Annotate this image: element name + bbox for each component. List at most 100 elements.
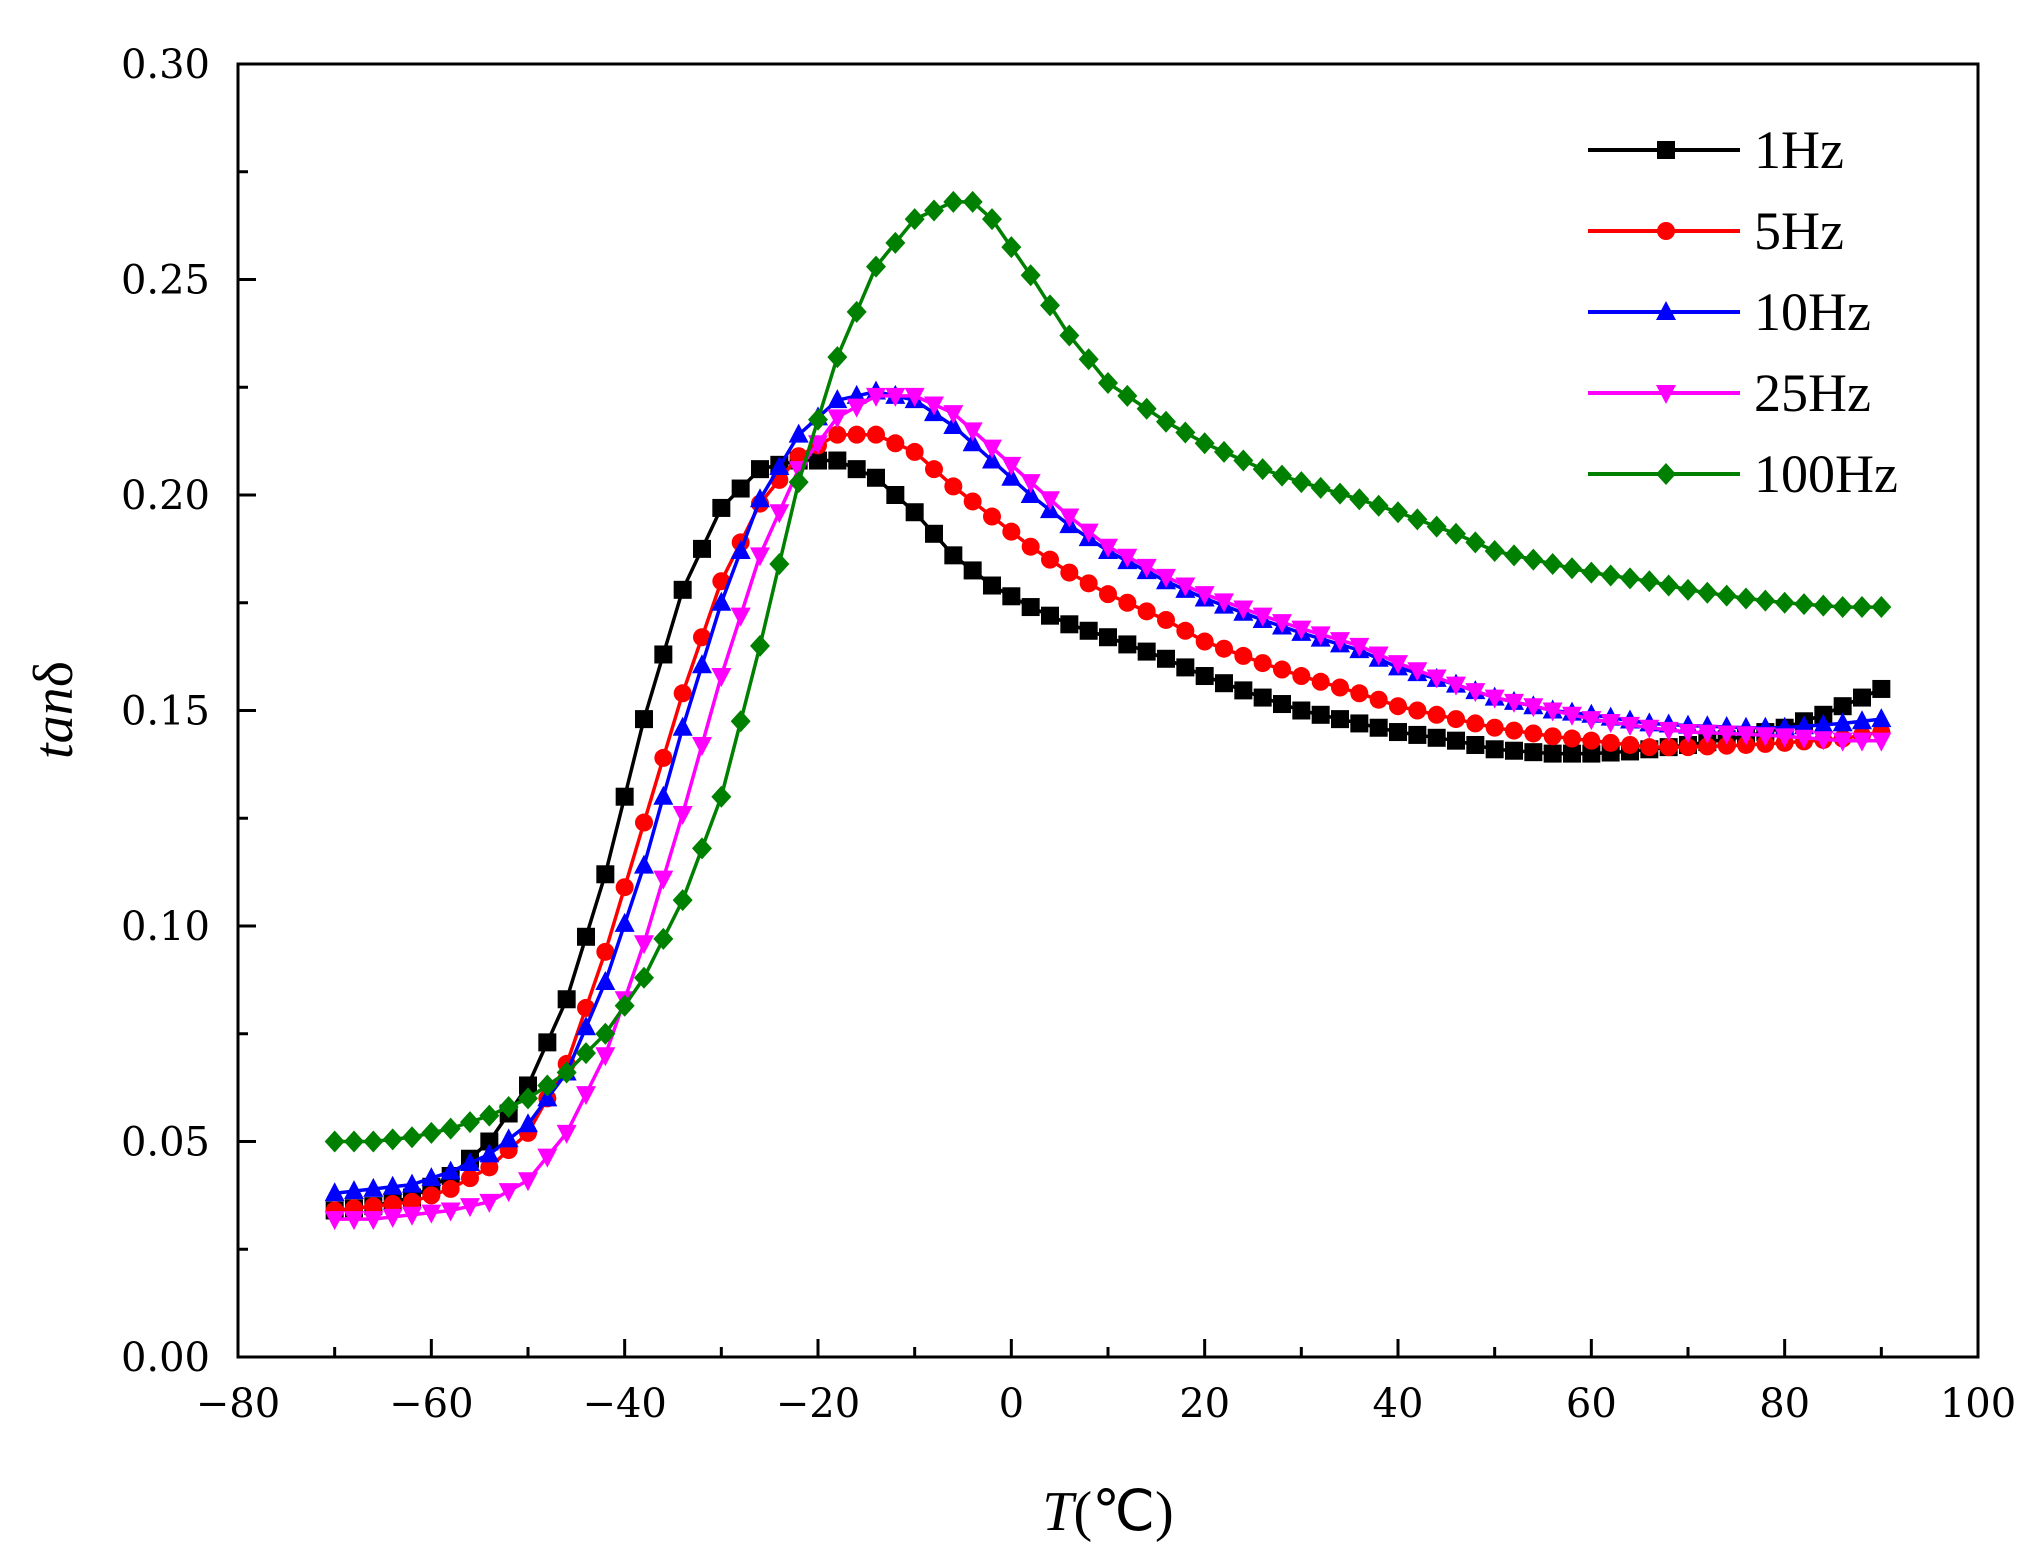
data-point-10hz — [692, 654, 712, 674]
data-point-100hz — [1465, 531, 1486, 554]
data-point-100hz — [982, 208, 1002, 231]
data-point-10hz — [634, 854, 654, 874]
data-point-100hz — [730, 710, 751, 733]
data-point-100hz — [1020, 264, 1041, 287]
data-point-100hz — [1059, 324, 1080, 347]
x-axis-title: T(℃) — [1042, 1481, 1173, 1543]
data-point-25hz — [866, 387, 886, 407]
data-point-25hz — [1233, 600, 1254, 620]
data-point-1hz — [847, 460, 866, 479]
x-tick-label: 100 — [1940, 1381, 2016, 1427]
data-point-100hz — [1600, 564, 1621, 587]
data-point-1hz — [712, 498, 731, 517]
data-point-1hz — [1331, 710, 1349, 729]
data-point-10hz — [943, 415, 964, 435]
data-point-100hz — [1484, 540, 1505, 563]
data-point-1hz — [1311, 705, 1330, 724]
data-point-1hz — [1524, 743, 1543, 762]
data-point-25hz — [904, 387, 925, 407]
data-point-25hz — [827, 409, 848, 429]
data-point-5hz — [828, 425, 847, 444]
data-point-1hz — [886, 486, 905, 504]
data-point-5hz — [963, 492, 982, 511]
data-point-5hz — [1698, 737, 1717, 756]
data-point-5hz — [1118, 593, 1137, 612]
data-point-25hz — [1697, 724, 1718, 744]
data-point-10hz — [672, 716, 693, 736]
data-point-1hz — [1273, 695, 1291, 714]
data-point-5hz — [596, 942, 615, 961]
data-point-5hz — [1002, 522, 1021, 541]
data-point-1hz — [480, 1132, 499, 1151]
data-point-10hz — [537, 1087, 558, 1107]
data-point-1hz — [1872, 679, 1891, 698]
data-point-100hz — [1774, 591, 1795, 614]
data-point-25hz — [1774, 728, 1795, 748]
data-point-100hz — [498, 1096, 519, 1119]
data-point-10hz — [982, 449, 1002, 469]
x-tick-label: 60 — [1566, 1381, 1617, 1427]
data-point-100hz — [382, 1128, 403, 1151]
data-point-100hz — [479, 1104, 500, 1127]
data-point-100hz — [653, 927, 674, 950]
data-point-1hz — [557, 990, 576, 1009]
data-point-25hz — [518, 1172, 538, 1192]
data-point-5hz — [1099, 585, 1117, 604]
data-point-1hz — [1292, 701, 1311, 720]
data-point-1hz — [615, 787, 634, 806]
data-point-100hz — [1136, 397, 1157, 420]
legend-marker-100hz — [1656, 463, 1676, 485]
y-tick-label: 0.25 — [121, 258, 210, 304]
data-point-5hz — [867, 425, 885, 444]
data-point-10hz — [962, 432, 983, 452]
data-point-25hz — [730, 607, 751, 627]
data-point-25hz — [1078, 523, 1099, 543]
data-point-1hz — [1099, 628, 1117, 647]
data-point-5hz — [944, 477, 963, 496]
data-point-25hz — [1310, 626, 1331, 646]
data-point-1hz — [1427, 728, 1446, 747]
data-point-5hz — [1021, 537, 1040, 556]
data-point-1hz — [1253, 688, 1272, 707]
data-point-100hz — [846, 300, 867, 323]
series-layer — [324, 190, 1892, 1231]
series-5hz — [325, 425, 1891, 1220]
data-point-25hz — [498, 1183, 519, 1203]
data-point-5hz — [1659, 738, 1678, 757]
data-point-1hz — [1466, 735, 1485, 754]
y-tick-label: 0.05 — [121, 1120, 210, 1166]
data-point-5hz — [1157, 610, 1175, 629]
data-point-10hz — [1832, 712, 1853, 732]
data-point-10hz — [711, 591, 732, 611]
data-point-100hz — [1697, 581, 1718, 604]
data-point-100hz — [788, 471, 809, 494]
data-point-10hz — [1813, 713, 1834, 733]
data-point-5hz — [886, 434, 905, 453]
data-point-1hz — [596, 865, 615, 884]
data-point-5hz — [1215, 639, 1233, 658]
data-point-100hz — [1504, 544, 1524, 567]
data-point-100hz — [1330, 482, 1350, 505]
data-point-5hz — [1563, 729, 1581, 748]
data-point-10hz — [595, 971, 616, 991]
data-point-1hz — [1041, 606, 1059, 625]
data-point-5hz — [1253, 654, 1272, 673]
data-point-5hz — [1176, 621, 1195, 640]
data-point-1hz — [905, 503, 924, 522]
data-point-1hz — [1002, 587, 1021, 606]
data-point-100hz — [537, 1074, 558, 1097]
data-point-1hz — [1060, 615, 1079, 634]
data-point-100hz — [1736, 587, 1756, 610]
data-point-25hz — [885, 387, 906, 407]
data-point-25hz — [1832, 732, 1853, 752]
data-point-25hz — [1040, 491, 1060, 511]
data-point-100hz — [924, 199, 944, 222]
data-point-10hz — [518, 1113, 538, 1133]
data-point-25hz — [1020, 474, 1041, 494]
data-point-100hz — [1852, 596, 1872, 619]
data-point-25hz — [537, 1148, 558, 1168]
y-tick-label: 0.00 — [121, 1335, 210, 1381]
data-point-5hz — [383, 1194, 402, 1213]
data-point-5hz — [1427, 705, 1446, 724]
